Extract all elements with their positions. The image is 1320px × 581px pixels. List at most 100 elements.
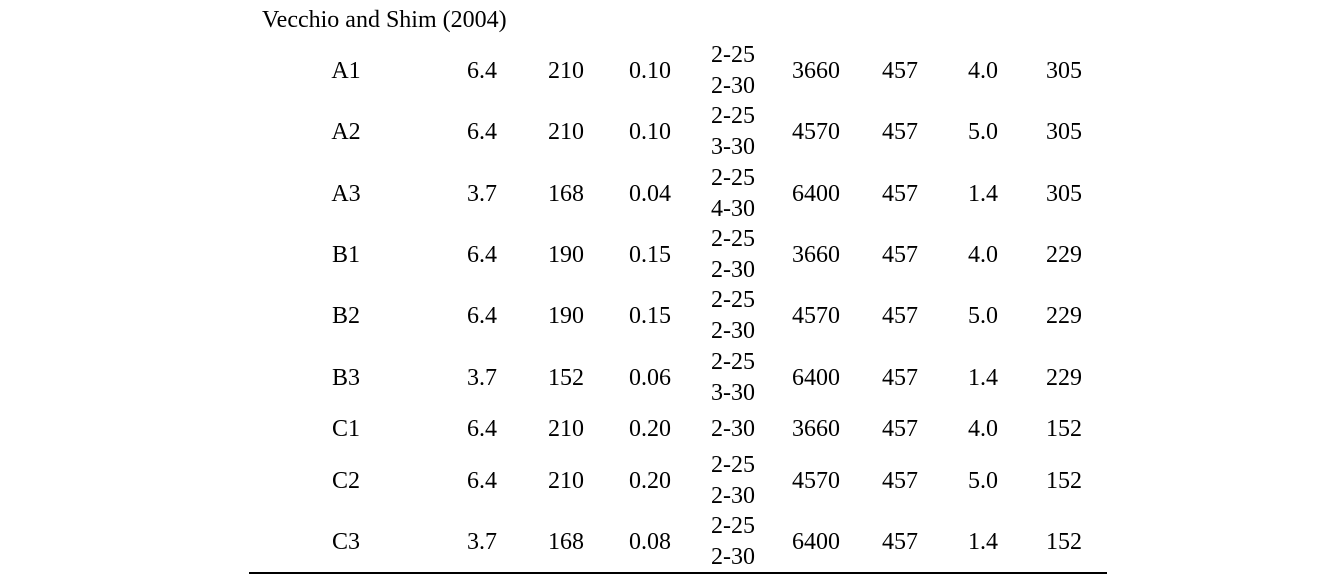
value-cell: 5.0: [968, 468, 998, 494]
value-cell: 457: [882, 468, 918, 494]
value-cell: 6.4: [467, 58, 497, 84]
value-cell: 305: [1046, 181, 1082, 207]
value-cell: 152: [1046, 416, 1082, 442]
bar-layout-cell: 2-25 4-30: [711, 163, 755, 225]
bar-layout-line: 2-25: [711, 349, 755, 375]
value-cell: 457: [882, 119, 918, 145]
value-cell: 6400: [792, 529, 840, 555]
value-cell: 1.4: [968, 529, 998, 555]
value-cell: 0.15: [629, 303, 671, 329]
value-cell: 6.4: [467, 242, 497, 268]
value-cell: 4570: [792, 468, 840, 494]
bar-layout-cell: 2-30: [711, 414, 755, 445]
value-cell: 457: [882, 416, 918, 442]
bar-layout-cell: 2-25 2-30: [711, 511, 755, 573]
value-cell: 5.0: [968, 119, 998, 145]
value-cell: 4570: [792, 303, 840, 329]
value-cell: 3.7: [467, 365, 497, 391]
specimen-cell: C1: [331, 416, 361, 442]
specimen-cell: C2: [331, 468, 361, 494]
value-cell: 0.10: [629, 58, 671, 84]
specimen-cell: A3: [331, 181, 361, 207]
value-cell: 190: [548, 303, 584, 329]
value-cell: 457: [882, 365, 918, 391]
value-cell: 168: [548, 181, 584, 207]
value-cell: 6.4: [467, 416, 497, 442]
value-cell: 152: [1046, 468, 1082, 494]
value-cell: 6400: [792, 365, 840, 391]
value-cell: 3.7: [467, 181, 497, 207]
value-cell: 4.0: [968, 58, 998, 84]
value-cell: 4.0: [968, 416, 998, 442]
value-cell: 210: [548, 58, 584, 84]
specimen-cell: C3: [331, 529, 361, 555]
value-cell: 457: [882, 242, 918, 268]
value-cell: 1.4: [968, 365, 998, 391]
bar-layout-line: 4-30: [711, 196, 755, 222]
value-cell: 152: [1046, 529, 1082, 555]
value-cell: 3.7: [467, 529, 497, 555]
bar-layout-cell: 2-25 2-30: [711, 40, 755, 102]
value-cell: 0.20: [629, 468, 671, 494]
bar-layout-line: 2-30: [711, 318, 755, 344]
value-cell: 0.15: [629, 242, 671, 268]
bar-layout-line: 2-25: [711, 42, 755, 68]
value-cell: 3660: [792, 416, 840, 442]
specimen-cell: B3: [331, 365, 361, 391]
value-cell: 229: [1046, 242, 1082, 268]
bar-layout-line: 3-30: [711, 134, 755, 160]
bar-layout-cell: 2-25 2-30: [711, 224, 755, 286]
value-cell: 0.08: [629, 529, 671, 555]
value-cell: 457: [882, 58, 918, 84]
bar-layout-line: 2-25: [711, 287, 755, 313]
value-cell: 0.20: [629, 416, 671, 442]
value-cell: 457: [882, 303, 918, 329]
value-cell: 6.4: [467, 119, 497, 145]
table-bottom-rule: [249, 572, 1107, 574]
value-cell: 168: [548, 529, 584, 555]
bar-layout-cell: 2-25 2-30: [711, 285, 755, 347]
value-cell: 4.0: [968, 242, 998, 268]
bar-layout-line: 2-25: [711, 513, 755, 539]
bar-layout-line: 2-30: [711, 483, 755, 509]
bar-layout-line: 2-25: [711, 226, 755, 252]
value-cell: 210: [548, 119, 584, 145]
value-cell: 6.4: [467, 468, 497, 494]
value-cell: 210: [548, 416, 584, 442]
bar-layout-line: 2-25: [711, 452, 755, 478]
specimen-cell: B2: [331, 303, 361, 329]
value-cell: 0.10: [629, 119, 671, 145]
value-cell: 3660: [792, 242, 840, 268]
value-cell: 0.06: [629, 365, 671, 391]
value-cell: 3660: [792, 58, 840, 84]
section-heading: Vecchio and Shim (2004): [262, 7, 507, 33]
bar-layout-cell: 2-25 3-30: [711, 347, 755, 409]
value-cell: 4570: [792, 119, 840, 145]
specimen-cell: A1: [331, 58, 361, 84]
value-cell: 305: [1046, 119, 1082, 145]
bar-layout-line: 2-30: [711, 415, 755, 442]
value-cell: 5.0: [968, 303, 998, 329]
value-cell: 457: [882, 181, 918, 207]
value-cell: 210: [548, 468, 584, 494]
value-cell: 229: [1046, 365, 1082, 391]
specimen-cell: A2: [331, 119, 361, 145]
bar-layout-line: 3-30: [711, 380, 755, 406]
bar-layout-line: 2-25: [711, 165, 755, 191]
value-cell: 6.4: [467, 303, 497, 329]
bar-layout-line: 2-30: [711, 257, 755, 283]
value-cell: 152: [548, 365, 584, 391]
bar-layout-cell: 2-25 3-30: [711, 101, 755, 163]
value-cell: 0.04: [629, 181, 671, 207]
bar-layout-line: 2-30: [711, 544, 755, 570]
value-cell: 190: [548, 242, 584, 268]
bar-layout-cell: 2-25 2-30: [711, 450, 755, 512]
value-cell: 305: [1046, 58, 1082, 84]
value-cell: 229: [1046, 303, 1082, 329]
value-cell: 1.4: [968, 181, 998, 207]
bar-layout-line: 2-30: [711, 73, 755, 99]
specimen-cell: B1: [331, 242, 361, 268]
value-cell: 6400: [792, 181, 840, 207]
bar-layout-line: 2-25: [711, 103, 755, 129]
